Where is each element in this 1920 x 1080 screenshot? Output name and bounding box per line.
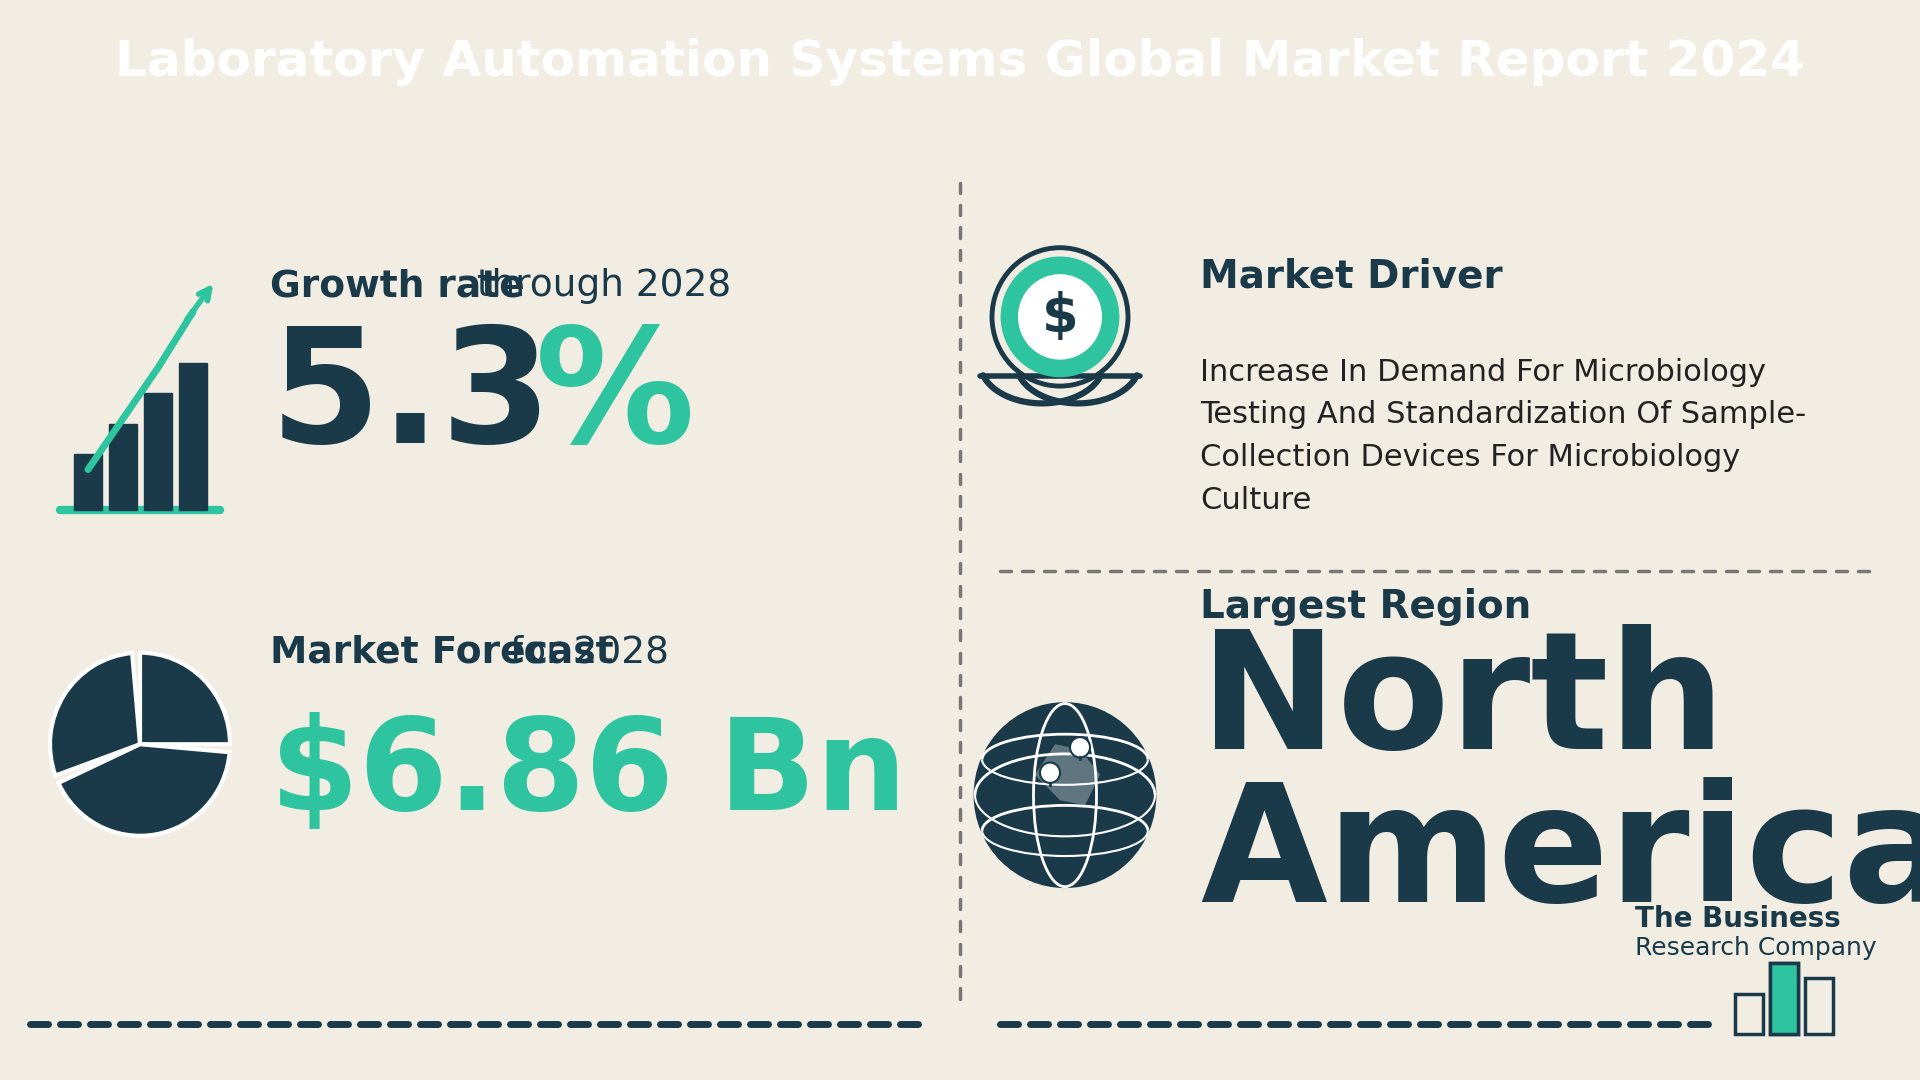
Text: The Business: The Business (1636, 905, 1841, 933)
Bar (1805, 978, 1834, 1035)
Text: North: North (1200, 624, 1726, 783)
Text: for 2028: for 2028 (497, 635, 668, 671)
Text: America: America (1200, 777, 1920, 935)
Circle shape (1018, 274, 1102, 360)
Text: Increase In Demand For Microbiology
Testing And Standardization Of Sample-
Colle: Increase In Demand For Microbiology Test… (1200, 357, 1807, 515)
Circle shape (975, 703, 1156, 887)
Bar (179, 363, 207, 510)
Polygon shape (1035, 744, 1100, 806)
Bar (1736, 994, 1763, 1035)
Circle shape (1041, 762, 1060, 783)
Bar (75, 455, 102, 510)
Text: $6.86 Bn: $6.86 Bn (271, 712, 906, 837)
Bar (1770, 963, 1797, 1035)
Text: %: % (536, 321, 695, 476)
Text: $: $ (1043, 291, 1079, 342)
Wedge shape (140, 652, 230, 744)
Text: Laboratory Automation Systems Global Market Report 2024: Laboratory Automation Systems Global Mar… (115, 39, 1805, 86)
Bar (109, 423, 136, 510)
Text: Research Company: Research Company (1636, 935, 1876, 960)
Wedge shape (58, 744, 230, 836)
Text: 5.3: 5.3 (271, 321, 553, 476)
Text: Largest Region: Largest Region (1200, 588, 1532, 626)
Circle shape (1069, 738, 1091, 757)
Text: Growth rate: Growth rate (271, 268, 524, 305)
Circle shape (1002, 258, 1117, 376)
Wedge shape (50, 653, 140, 775)
Bar (144, 393, 173, 510)
Text: Market Forecast: Market Forecast (271, 635, 614, 671)
Bar (1770, 963, 1797, 1035)
Text: through 2028: through 2028 (465, 268, 732, 305)
Text: Market Driver: Market Driver (1200, 257, 1503, 295)
